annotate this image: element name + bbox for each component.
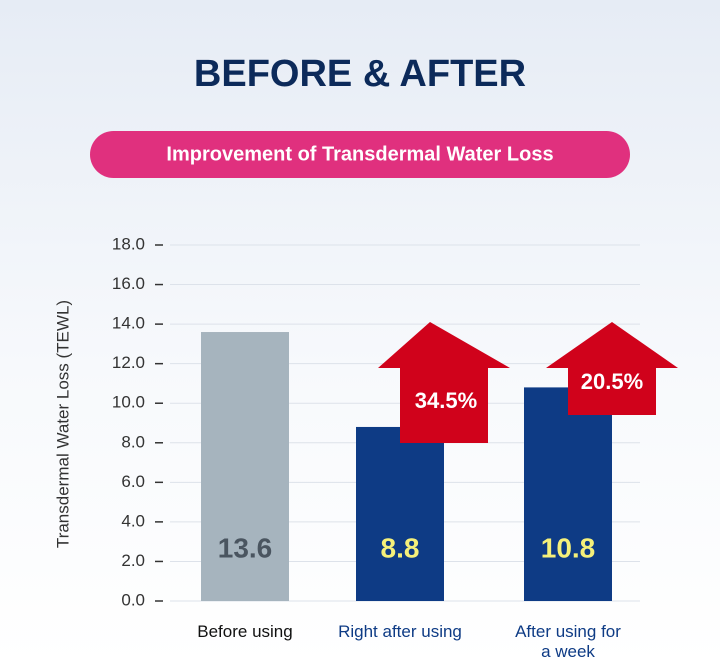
- y-tick-label: 6.0: [121, 472, 145, 491]
- y-tick-label: 16.0: [112, 274, 145, 293]
- y-axis-label: Transdermal Water Loss (TEWL): [53, 300, 72, 548]
- annotation: 20.5%: [581, 369, 643, 394]
- y-tick-label: 14.0: [112, 314, 145, 333]
- y-tick-label: 8.0: [121, 432, 145, 451]
- y-tick-label: 0.0: [121, 590, 145, 609]
- y-tick-label: 10.0: [112, 393, 145, 412]
- arrow: [378, 322, 510, 443]
- subtitle-banner: [90, 131, 630, 178]
- plot: 0.0 2.0 4.0 6.0 8.0 10.0 12.0 14.0 16.0 18.0 13.6 8…: [112, 234, 640, 609]
- annotation: 34.5%: [415, 388, 477, 413]
- chart-title: BEFORE & AFTER: [194, 53, 526, 95]
- value-label: 13.6: [218, 532, 273, 563]
- x-tick-label: Right after using: [338, 622, 462, 641]
- value-label: 10.8: [541, 532, 596, 563]
- x-tick-label: After using for a week: [515, 622, 621, 661]
- y-tick-label: 18.0: [112, 234, 145, 253]
- bar: [524, 387, 612, 601]
- value-label: 8.8: [381, 532, 420, 563]
- y-tick-label: 12.0: [112, 353, 145, 372]
- y-tick-label: 2.0: [121, 551, 145, 570]
- bar: [201, 332, 289, 601]
- y-tick-label: 4.0: [121, 511, 145, 530]
- arrow: [546, 322, 678, 415]
- bar: [356, 426, 444, 601]
- chart-subtitle: Improvement of Transdermal Water Loss: [166, 143, 553, 165]
- x-tick-label: Before using: [197, 622, 293, 641]
